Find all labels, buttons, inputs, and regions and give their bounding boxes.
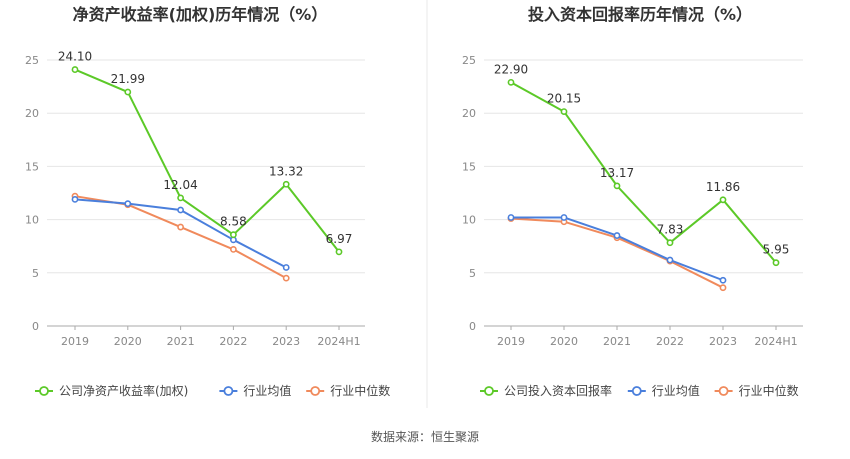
chart2-x-tick-label: 2023 bbox=[709, 335, 737, 348]
chart1-series-0-point bbox=[335, 248, 343, 256]
chart1-series-1-point bbox=[177, 206, 184, 214]
chart2-series-1-point bbox=[507, 214, 515, 221]
chart1-series-2-point bbox=[177, 223, 184, 231]
chart1-legend-label-1: 行业均值 bbox=[243, 383, 291, 398]
chart2-series-2-point bbox=[719, 284, 727, 292]
chart2-series-0-point bbox=[613, 182, 621, 190]
chart2-y-tick-label: 15 bbox=[462, 160, 476, 173]
chart2-legend-swatch-marker-2 bbox=[718, 386, 729, 396]
chart1-data-label: 21.99 bbox=[111, 72, 145, 86]
chart1-y-tick-label: 20 bbox=[25, 107, 39, 120]
chart1-series-1-point bbox=[282, 264, 290, 271]
chart2-y-tick-label: 5 bbox=[469, 267, 476, 280]
chart2-title: 投入资本回报率历年情况（%） bbox=[528, 5, 752, 24]
chart2-series-0-point bbox=[560, 108, 568, 116]
chart2-x-tick-label: 2024H1 bbox=[754, 335, 797, 348]
chart2-data-label: 5.95 bbox=[763, 243, 790, 257]
chart1-y-tick-label: 15 bbox=[25, 160, 39, 173]
chart1-x-tick-label: 2019 bbox=[61, 335, 89, 348]
chart1-y-tick-label: 10 bbox=[25, 214, 39, 227]
chart2-series-1-point bbox=[666, 256, 674, 264]
chart1-y-tick-label: 5 bbox=[32, 267, 39, 280]
chart1-legend-swatch-marker-1 bbox=[223, 386, 234, 396]
chart2-series-1-point bbox=[613, 232, 621, 239]
chart1-series-0-point bbox=[71, 66, 79, 73]
chart1-title: 净资产收益率(加权)历年情况（%） bbox=[73, 5, 328, 24]
chart1-series-1-point bbox=[71, 195, 79, 203]
chart1-data-label: 6.97 bbox=[326, 232, 353, 246]
chart1-series-line-0 bbox=[74, 68, 340, 253]
chart1-y-tick-label: 0 bbox=[32, 320, 39, 333]
chart1-x-tick-label: 2021 bbox=[167, 335, 195, 348]
chart2-data-label: 22.90 bbox=[494, 62, 528, 76]
chart2-series-0-point bbox=[666, 239, 674, 247]
chart2-x-tick-label: 2020 bbox=[550, 335, 578, 348]
chart1-series-2-point bbox=[229, 245, 237, 253]
chart2-data-label: 11.86 bbox=[706, 180, 740, 194]
chart2-legend-label-2: 行业中位数 bbox=[739, 383, 799, 398]
chart2-legend-swatch-marker-0 bbox=[484, 386, 494, 396]
chart2-y-tick-label: 0 bbox=[469, 320, 476, 333]
chart2-series-0-point bbox=[772, 259, 780, 267]
chart1-series-1-point bbox=[124, 200, 132, 208]
chart1-series-0-point bbox=[229, 231, 237, 239]
chart1-legend-label-0: 公司净资产收益率(加权) bbox=[59, 383, 188, 398]
chart1-y-tick-label: 25 bbox=[25, 54, 39, 67]
chart1-data-label: 13.32 bbox=[269, 164, 303, 178]
chart2-y-tick-label: 10 bbox=[462, 214, 476, 227]
chart1-series-0-point bbox=[282, 180, 290, 188]
chart1-legend-label-2: 行业中位数 bbox=[330, 383, 390, 398]
chart1-data-label: 24.10 bbox=[58, 50, 92, 64]
chart1-legend-swatch-marker-2 bbox=[310, 386, 321, 396]
chart1-series-0-point bbox=[177, 194, 184, 202]
chart2-x-tick-label: 2022 bbox=[656, 335, 684, 348]
chart2-series-line-2 bbox=[510, 217, 724, 289]
chart1-series-0-point bbox=[124, 88, 132, 96]
chart1-x-tick-label: 2024H1 bbox=[317, 335, 360, 348]
chart2-legend-label-1: 行业均值 bbox=[652, 383, 700, 398]
chart2-data-label: 7.83 bbox=[657, 223, 684, 237]
chart2-x-tick-label: 2019 bbox=[497, 335, 525, 348]
chart2-series-1-point bbox=[560, 214, 568, 221]
chart1-x-tick-label: 2022 bbox=[219, 335, 247, 348]
chart1-data-label: 12.04 bbox=[163, 178, 197, 192]
chart2-series-line-0 bbox=[510, 81, 777, 264]
chart2-data-label: 20.15 bbox=[547, 92, 581, 106]
chart2-legend-label-0: 公司投入资本回报率 bbox=[504, 383, 612, 398]
chart1-data-label: 8.58 bbox=[220, 215, 247, 229]
chart2-y-tick-label: 25 bbox=[462, 54, 476, 67]
data-source-note: 数据来源：恒生聚源 bbox=[370, 430, 479, 444]
chart1-x-tick-label: 2020 bbox=[114, 335, 142, 348]
chart1-x-tick-label: 2023 bbox=[272, 335, 300, 348]
chart2-data-label: 13.17 bbox=[600, 166, 634, 180]
chart2-x-tick-label: 2021 bbox=[603, 335, 631, 348]
chart1-series-2-point bbox=[282, 274, 290, 282]
chart2-y-tick-label: 20 bbox=[462, 107, 476, 120]
chart2-legend-swatch-marker-1 bbox=[631, 386, 642, 396]
chart2-series-0-point bbox=[719, 196, 727, 204]
chart2-series-1-point bbox=[719, 276, 727, 284]
chart2-series-0-point bbox=[507, 78, 515, 86]
chart1-legend-swatch-marker-0 bbox=[39, 386, 49, 396]
